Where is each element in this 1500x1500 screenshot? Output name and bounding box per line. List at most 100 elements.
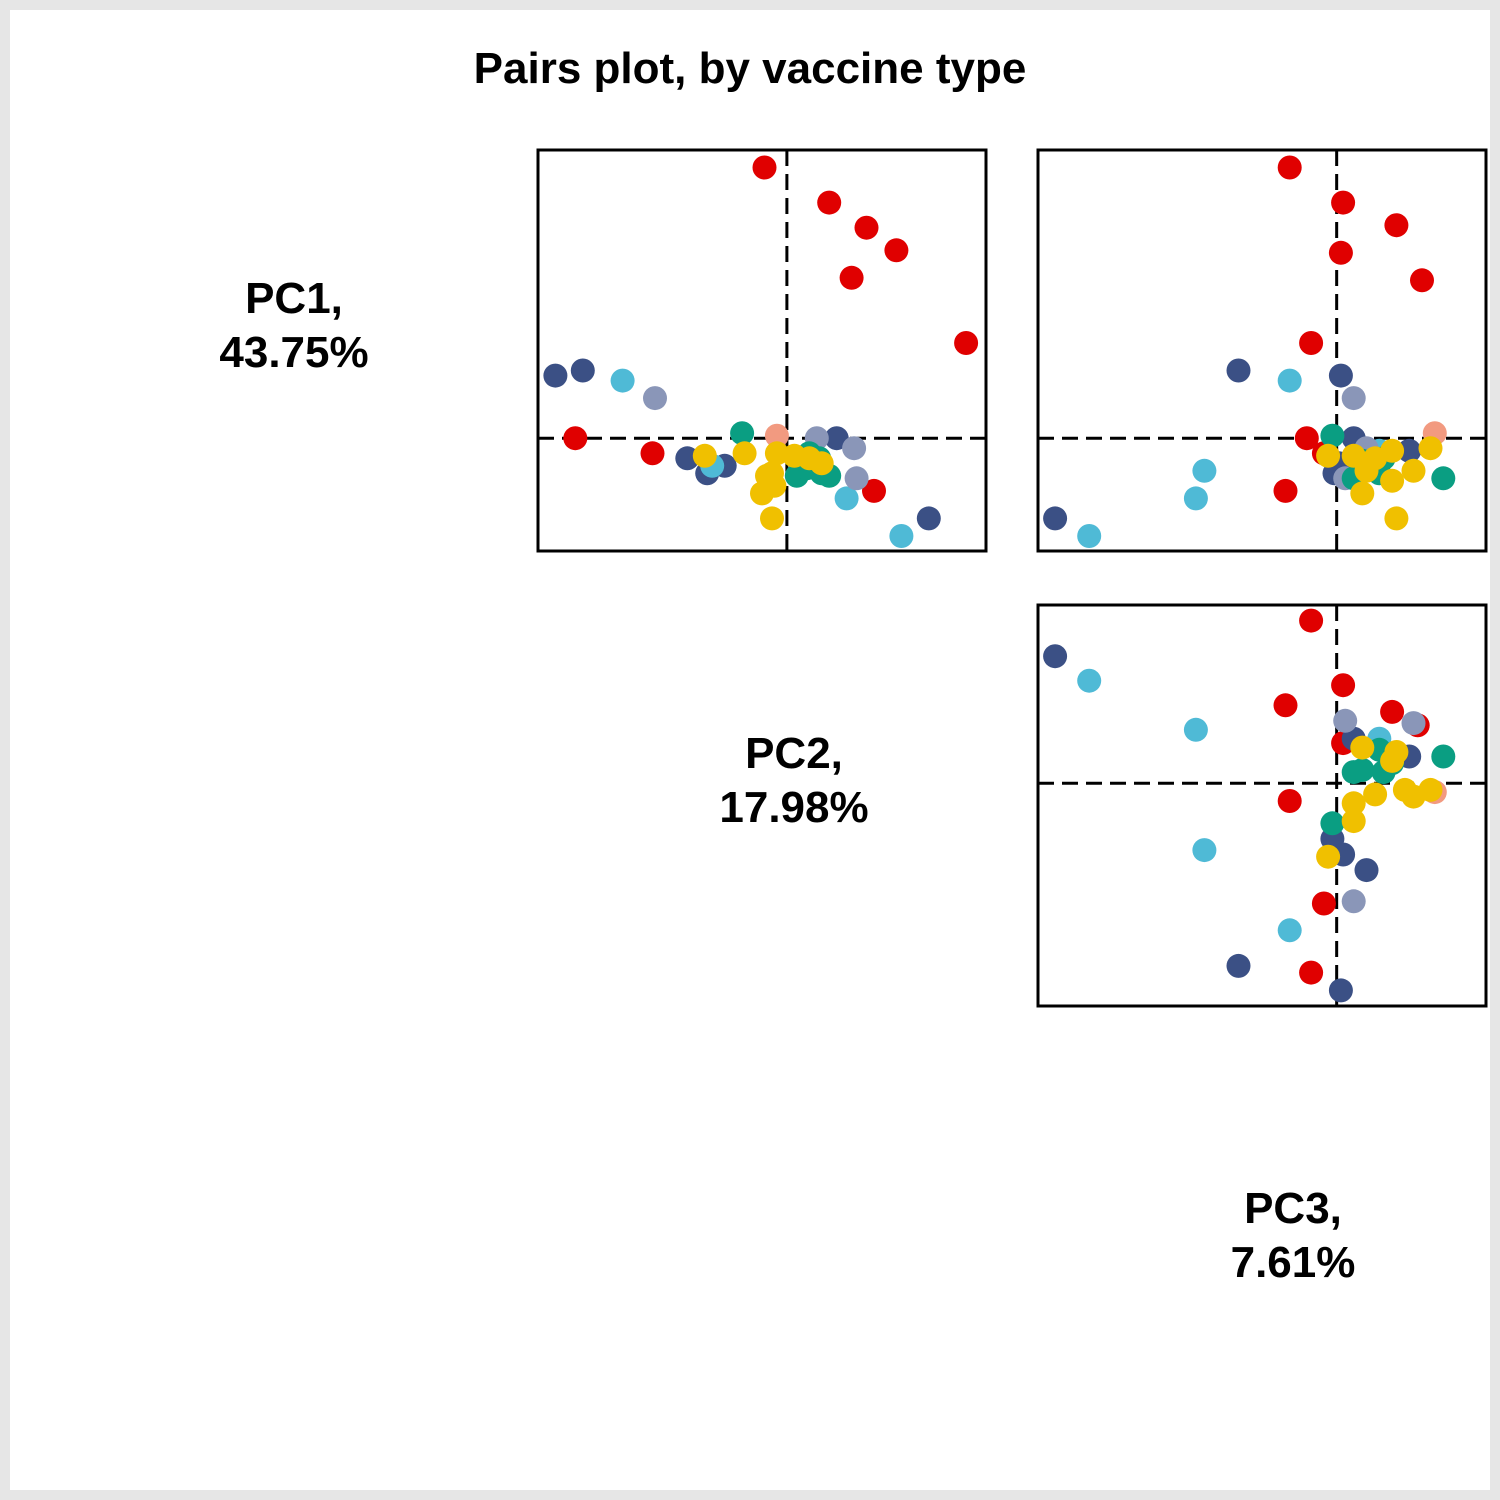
data-point: [842, 436, 867, 461]
data-point: [809, 451, 834, 476]
data-point: [1192, 838, 1217, 863]
chart-title: Pairs plot, by vaccine type: [473, 44, 1027, 93]
data-point: [1043, 506, 1068, 531]
data-point: [1380, 438, 1405, 463]
data-point: [1277, 789, 1302, 813]
data-point: [732, 441, 757, 466]
data-point: [1431, 744, 1456, 769]
data-point: [1392, 777, 1417, 802]
panel-border: [1036, 148, 1488, 553]
data-point: [862, 478, 886, 503]
data-point: [1384, 506, 1409, 531]
data-point: [610, 368, 635, 393]
data-point: [760, 506, 784, 531]
data-point: [570, 358, 595, 383]
data-point: [1328, 978, 1353, 1003]
data-point: [1431, 466, 1456, 491]
pc2-name: PC2,: [745, 729, 843, 778]
data-point: [1401, 711, 1426, 736]
data-point: [1183, 486, 1208, 511]
data-point: [1331, 190, 1356, 215]
data-point: [1328, 240, 1353, 265]
figure-background: [10, 10, 1490, 1490]
data-point: [1341, 809, 1366, 834]
data-point: [764, 423, 789, 448]
data-point: [752, 155, 777, 180]
data-point: [640, 441, 665, 466]
data-point: [1320, 423, 1345, 448]
data-point: [1384, 740, 1409, 764]
data-point: [1299, 331, 1324, 355]
data-point: [1401, 458, 1426, 483]
data-point: [764, 441, 789, 466]
data-point: [1192, 458, 1217, 483]
data-point: [884, 238, 909, 263]
data-point: [1380, 699, 1405, 724]
data-point: [1418, 436, 1443, 461]
panel-border: [536, 148, 988, 553]
data-point: [916, 506, 941, 531]
diagonal-label-pc2: PC2, 17.98%: [644, 727, 944, 835]
diagonal-label-pc1: PC1, 43.75%: [144, 272, 444, 380]
pc3-variance: 7.61%: [1230, 1238, 1356, 1287]
data-point: [1277, 368, 1302, 393]
data-point: [750, 481, 774, 506]
data-point: [1273, 693, 1298, 718]
data-point: [730, 421, 755, 446]
panel-pc2-vs-pc1: [536, 148, 988, 553]
data-point: [1277, 918, 1302, 943]
data-point: [1380, 468, 1405, 493]
data-point: [1354, 458, 1379, 483]
data-point: [1363, 782, 1388, 807]
data-point: [1397, 438, 1422, 463]
diagonal-label-pc3: PC3, 7.61%: [1143, 1182, 1443, 1290]
data-point: [1226, 953, 1251, 978]
data-point: [1316, 443, 1341, 468]
data-point: [817, 190, 842, 215]
data-point: [1350, 735, 1375, 760]
data-point: [1328, 363, 1353, 388]
data-point: [1410, 268, 1434, 293]
data-point: [1273, 478, 1298, 503]
data-point: [824, 426, 849, 451]
data-point: [1354, 858, 1379, 883]
data-point: [1350, 481, 1375, 506]
data-point: [1341, 386, 1366, 411]
data-point: [543, 363, 568, 388]
data-point: [1316, 844, 1341, 869]
data-point: [1299, 608, 1324, 633]
data-point: [1077, 668, 1102, 693]
data-point: [834, 486, 859, 511]
panel-border: [1036, 603, 1488, 1008]
data-point: [1226, 358, 1251, 383]
data-point: [1341, 791, 1366, 816]
panel-pc3-vs-pc1: [1036, 148, 1488, 553]
data-point: [1320, 811, 1345, 836]
data-point: [1294, 426, 1319, 451]
data-point: [1043, 644, 1068, 669]
pc2-variance: 17.98%: [719, 783, 869, 832]
pc1-variance: 43.75%: [219, 328, 369, 377]
data-point: [563, 426, 588, 451]
data-point: [1299, 960, 1324, 985]
data-point: [692, 443, 717, 468]
data-point: [889, 524, 914, 548]
data-point: [854, 215, 879, 240]
data-point: [1350, 757, 1375, 782]
data-point: [1331, 673, 1356, 698]
data-point: [1341, 889, 1366, 914]
data-point: [1183, 717, 1208, 742]
data-point: [1277, 155, 1302, 180]
panel-pc3-vs-pc2: [1036, 603, 1488, 1008]
data-point: [844, 466, 869, 491]
data-point: [839, 265, 864, 290]
data-point: [954, 331, 979, 355]
data-point: [1333, 708, 1358, 733]
pc3-name: PC3,: [1244, 1184, 1342, 1233]
data-point: [1418, 777, 1443, 802]
data-point: [1311, 891, 1336, 916]
pc1-name: PC1,: [245, 274, 343, 323]
data-point: [1077, 524, 1102, 548]
data-point: [1384, 213, 1409, 238]
